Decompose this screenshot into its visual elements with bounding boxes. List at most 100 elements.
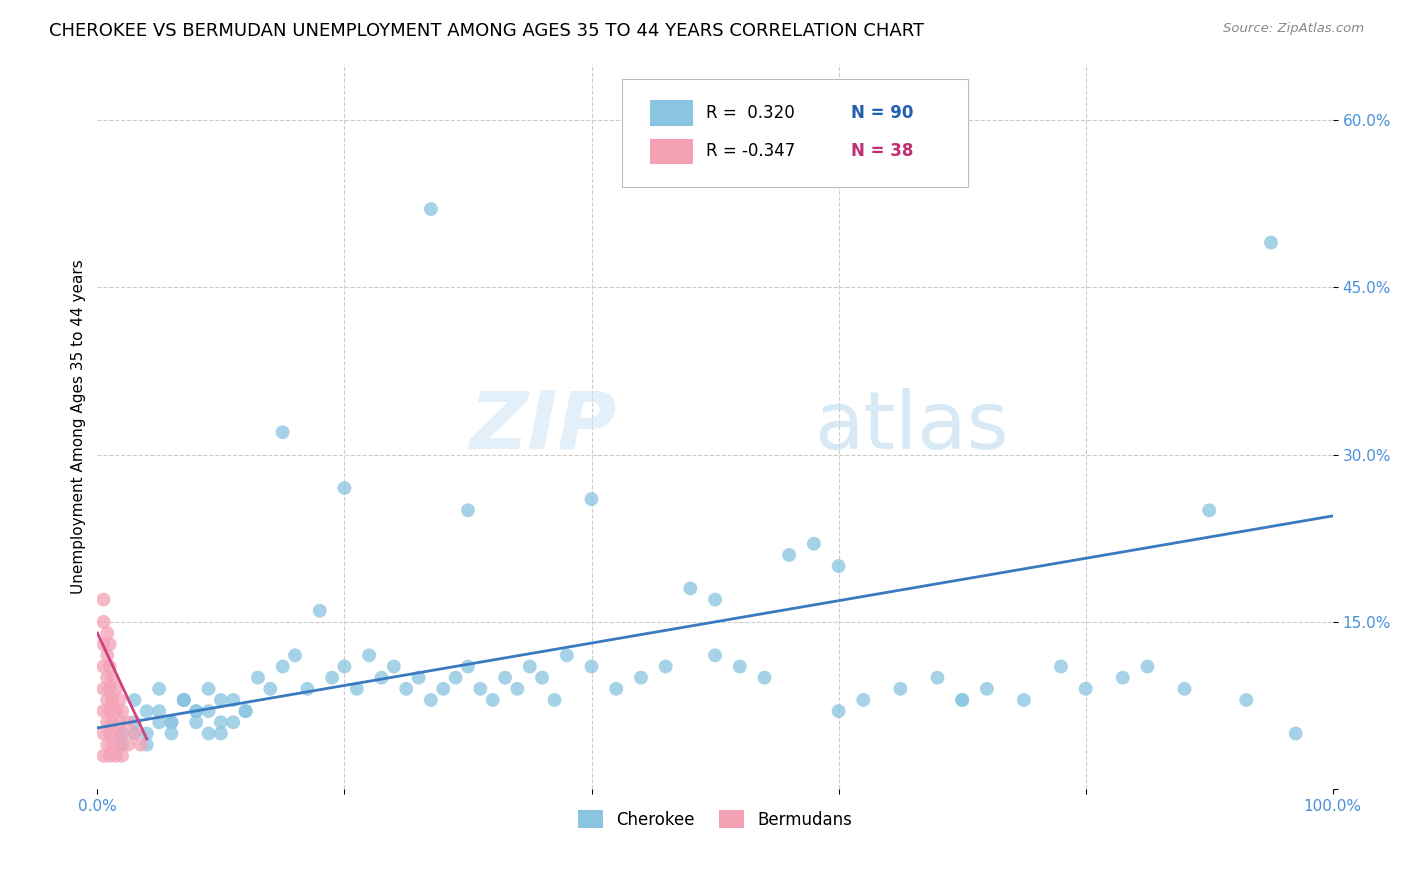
Point — [581, 659, 603, 673]
Point — [1136, 659, 1159, 673]
Point — [927, 671, 949, 685]
Point — [346, 681, 368, 696]
Point — [98, 637, 121, 651]
Point — [679, 582, 702, 596]
Text: R =  0.320: R = 0.320 — [706, 103, 796, 121]
Point — [246, 671, 269, 685]
Point — [98, 681, 121, 696]
Point — [494, 671, 516, 685]
Point — [104, 726, 127, 740]
Bar — [650, 139, 693, 164]
Point — [124, 715, 146, 730]
Point — [96, 693, 118, 707]
Point — [728, 659, 751, 673]
Point — [117, 738, 139, 752]
Point — [108, 693, 131, 707]
Point — [96, 715, 118, 730]
Point — [950, 693, 973, 707]
Point — [96, 626, 118, 640]
Point — [93, 726, 115, 740]
Text: ZIP: ZIP — [468, 388, 616, 466]
Point — [333, 659, 356, 673]
Point — [148, 704, 170, 718]
Point — [186, 704, 208, 718]
Point — [111, 726, 134, 740]
Y-axis label: Unemployment Among Ages 35 to 44 years: Unemployment Among Ages 35 to 44 years — [72, 260, 86, 594]
Point — [654, 659, 676, 673]
Point — [531, 671, 554, 685]
Point — [117, 715, 139, 730]
Point — [160, 715, 183, 730]
Point — [432, 681, 454, 696]
Point — [111, 704, 134, 718]
Point — [108, 715, 131, 730]
Point — [481, 693, 503, 707]
Point — [1050, 659, 1073, 673]
Point — [259, 681, 281, 696]
Text: N = 90: N = 90 — [851, 103, 914, 121]
Point — [186, 715, 208, 730]
Point — [93, 592, 115, 607]
Point — [1285, 726, 1308, 740]
Point — [160, 715, 183, 730]
Point — [827, 704, 849, 718]
Point — [93, 659, 115, 673]
Text: N = 38: N = 38 — [851, 142, 914, 160]
Point — [96, 671, 118, 685]
Point — [197, 726, 219, 740]
Point — [111, 726, 134, 740]
Point — [93, 748, 115, 763]
Point — [1112, 671, 1135, 685]
Point — [754, 671, 776, 685]
Point — [1234, 693, 1257, 707]
Point — [108, 738, 131, 752]
Point — [630, 671, 652, 685]
Text: atlas: atlas — [814, 388, 1008, 466]
Point — [1173, 681, 1195, 696]
Point — [111, 738, 134, 752]
Point — [284, 648, 307, 663]
FancyBboxPatch shape — [623, 78, 969, 187]
Legend: Cherokee, Bermudans: Cherokee, Bermudans — [571, 804, 859, 835]
Point — [271, 659, 294, 673]
Point — [101, 693, 124, 707]
Point — [160, 726, 183, 740]
Point — [101, 738, 124, 752]
Point — [124, 726, 146, 740]
Point — [135, 738, 157, 752]
Point — [778, 548, 800, 562]
Point — [93, 615, 115, 629]
Point — [506, 681, 529, 696]
Point — [98, 704, 121, 718]
Point — [96, 738, 118, 752]
Point — [129, 738, 152, 752]
Point — [419, 202, 441, 216]
Point — [135, 704, 157, 718]
Point — [852, 693, 875, 707]
Point — [173, 693, 195, 707]
Point — [209, 726, 232, 740]
Text: Source: ZipAtlas.com: Source: ZipAtlas.com — [1223, 22, 1364, 36]
Point — [457, 659, 479, 673]
Point — [419, 693, 441, 707]
Point — [173, 693, 195, 707]
Point — [1198, 503, 1220, 517]
Point — [98, 748, 121, 763]
Point — [104, 748, 127, 763]
Point — [148, 715, 170, 730]
Point — [209, 715, 232, 730]
Point — [124, 693, 146, 707]
Point — [197, 704, 219, 718]
Point — [889, 681, 911, 696]
Point — [297, 681, 319, 696]
Point — [408, 671, 430, 685]
Point — [470, 681, 492, 696]
Point — [1012, 693, 1035, 707]
Point — [359, 648, 381, 663]
Point — [704, 648, 727, 663]
Point — [148, 681, 170, 696]
Point — [321, 671, 343, 685]
Point — [581, 492, 603, 507]
Point — [93, 681, 115, 696]
Point — [704, 592, 727, 607]
